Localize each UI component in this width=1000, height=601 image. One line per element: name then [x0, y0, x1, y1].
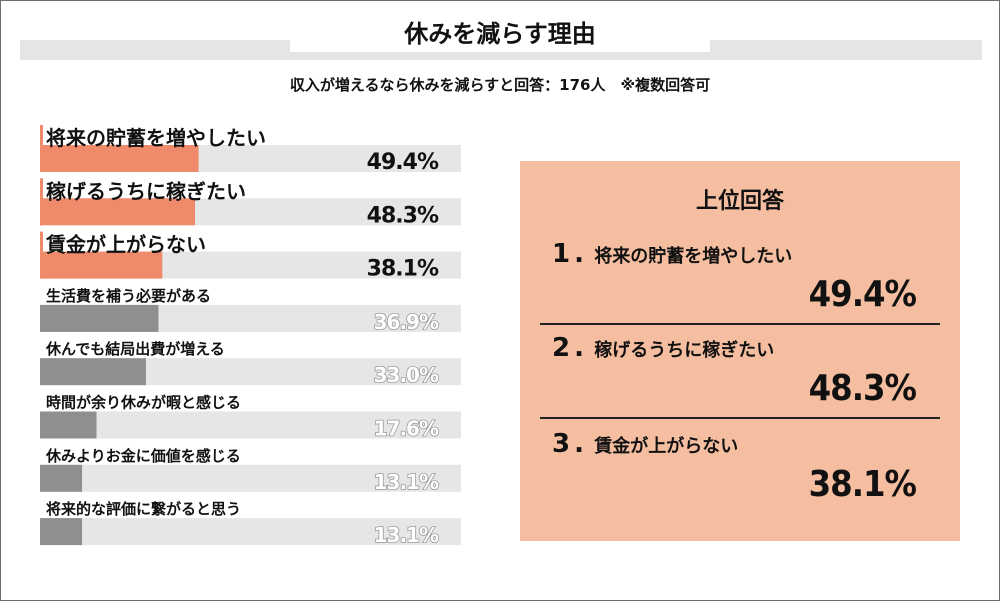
bar — [40, 464, 83, 492]
bar-track — [40, 518, 461, 546]
category-label: 時間が余り休みが暇と感じる — [46, 394, 241, 412]
category-label: 賃金が上がらない — [45, 233, 206, 257]
rank-value: 48.3% — [808, 368, 917, 409]
bar-chart: 将来の貯蓄を増やしたい 49.4% 稼げるうちに稼ぎたい 48.3% 賃金が上がらない 3… — [40, 125, 461, 548]
bar — [40, 518, 83, 546]
rank-item-3: 3. 賃金が上がらない 38.1% — [520, 429, 960, 525]
category-label: 稼げるうちに稼ぎたい — [46, 179, 246, 203]
rank-divider — [540, 417, 940, 419]
bar-accent — [40, 231, 43, 279]
bar-accent — [40, 125, 43, 172]
bar — [40, 251, 163, 279]
rank-value: 38.1% — [808, 464, 917, 505]
category-label: 将来的な評価に繋がると思う — [46, 500, 241, 518]
chart-subtitle: 収入が増えるなら休みを減らすと回答：176人 ※複数回答可 — [289, 76, 711, 94]
bar — [40, 145, 199, 172]
category-label: 休みよりお金に価値を感じる — [45, 447, 241, 465]
value-label: 13.1% — [374, 523, 439, 547]
bar-accent — [40, 178, 43, 226]
rank-number: 2 — [552, 333, 571, 363]
rank-label: 賃金が上がらない — [594, 436, 739, 457]
rank-label: 稼げるうちに稼ぎたい — [594, 340, 775, 361]
category-label: 生活費を補う必要がある — [46, 287, 211, 305]
rank-number: 3 — [552, 429, 571, 459]
rank-value: 49.4% — [808, 274, 917, 315]
bar — [40, 304, 159, 332]
bar — [40, 411, 97, 439]
value-label: 48.3% — [367, 203, 439, 228]
rank-number: 1 — [552, 239, 571, 269]
value-label: 13.1% — [374, 470, 439, 494]
bar-track — [40, 411, 461, 439]
value-label: 49.4% — [367, 150, 439, 175]
chart-title: 休みを減らす理由 — [290, 16, 710, 52]
rank-item-1: 1. 将来の貯蓄を増やしたい 49.4% — [520, 239, 960, 335]
rank-divider — [540, 323, 940, 325]
rank-separator: . — [574, 333, 584, 363]
value-label: 38.1% — [367, 257, 439, 282]
value-label: 17.6% — [374, 417, 439, 441]
rank-item-2: 2. 稼げるうちに稼ぎたい 48.3% — [520, 333, 960, 429]
top-answers-panel: 上位回答 1. 将来の貯蓄を増やしたい 49.4% 2. 稼げるうちに稼ぎたい … — [520, 161, 960, 541]
category-label: 休んでも結局出費が増える — [45, 340, 225, 358]
bar — [40, 358, 146, 386]
value-label: 33.0% — [374, 363, 439, 387]
value-label: 36.9% — [374, 310, 439, 334]
bar-track — [40, 464, 461, 492]
rank-separator: . — [574, 239, 584, 269]
bar — [40, 198, 196, 226]
rank-label: 将来の貯蓄を増やしたい — [594, 246, 793, 267]
category-label: 将来の貯蓄を増やしたい — [46, 126, 266, 150]
rank-separator: . — [574, 429, 584, 459]
panel-title: 上位回答 — [695, 189, 784, 214]
